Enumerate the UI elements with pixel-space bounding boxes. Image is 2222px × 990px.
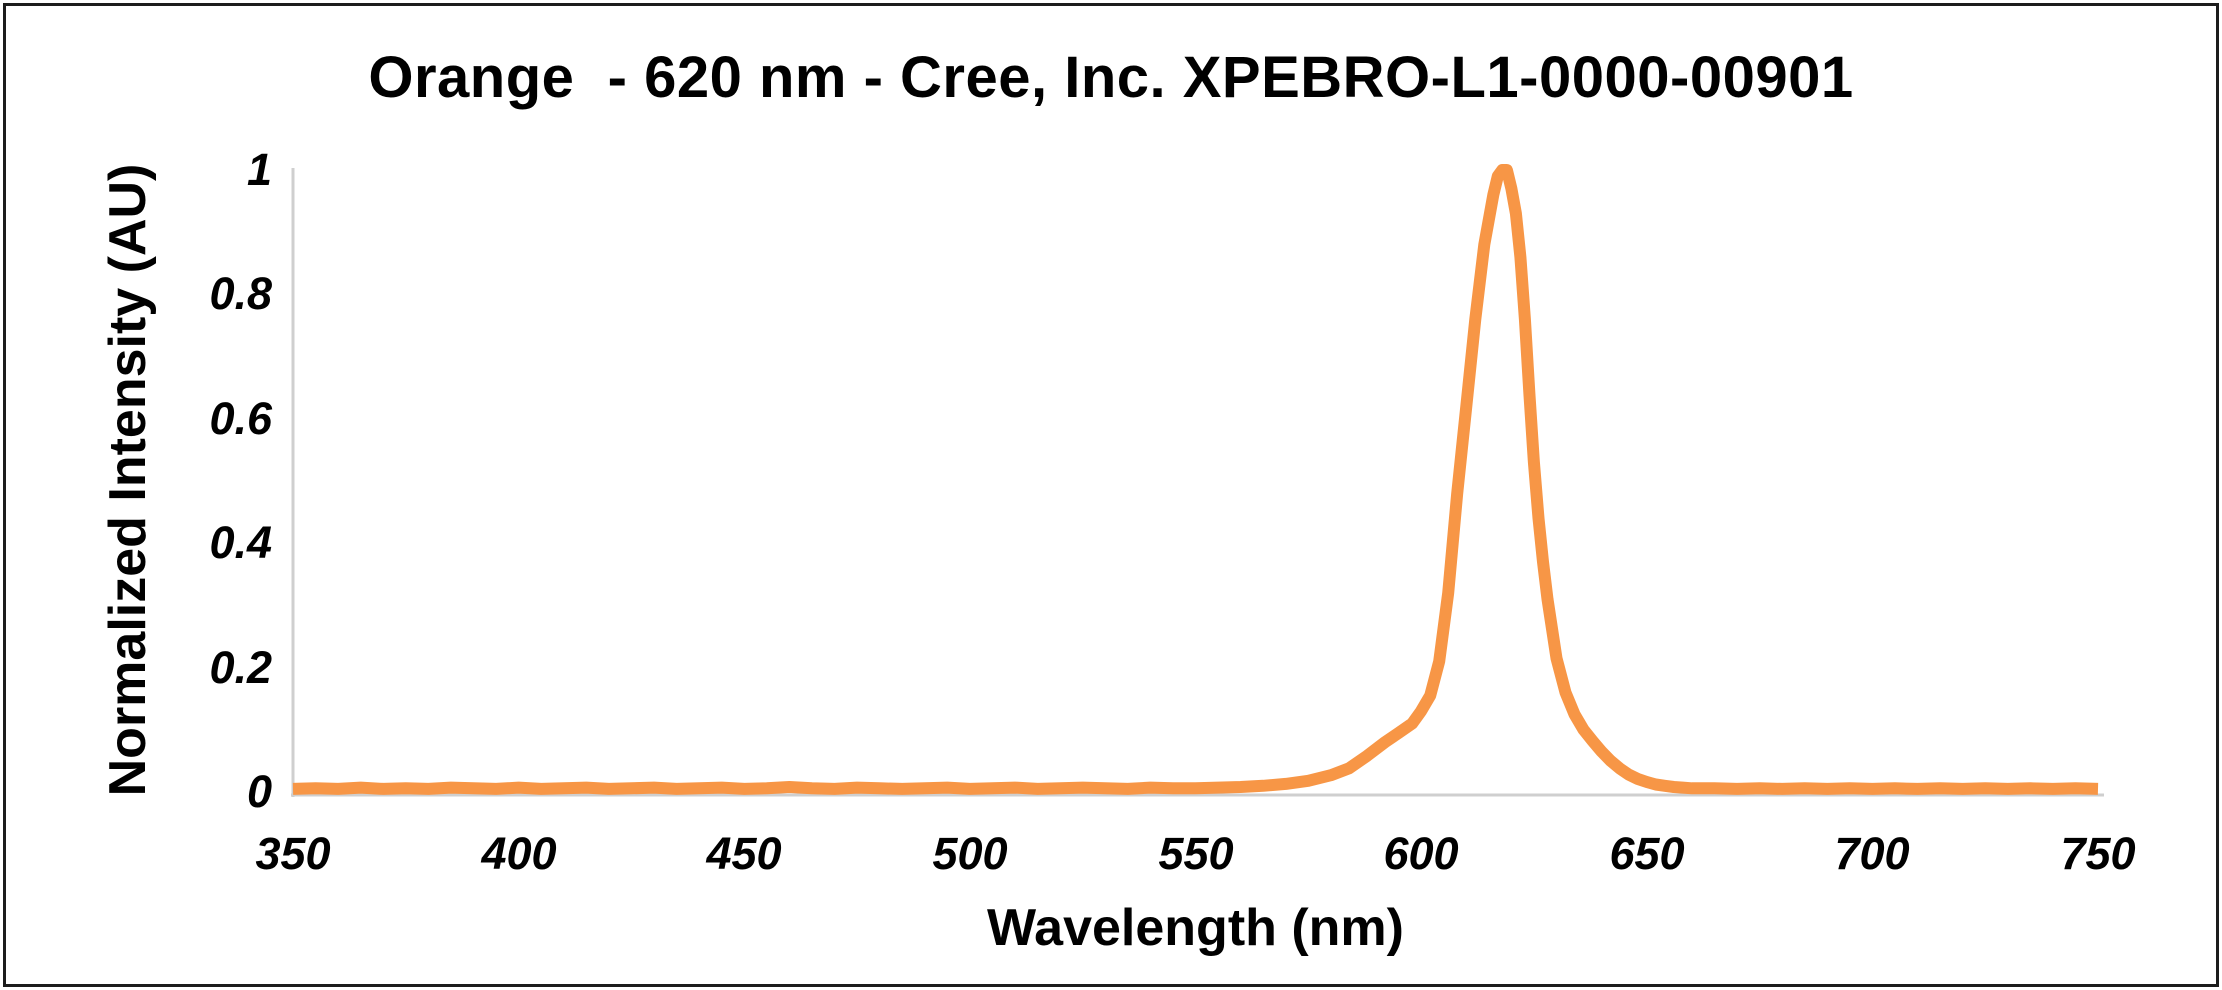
y-tick-label: 0.8 xyxy=(209,268,272,319)
x-tick-label: 500 xyxy=(932,828,1008,879)
x-tick-label: 550 xyxy=(1158,828,1234,879)
y-tick-label: 0 xyxy=(246,766,272,817)
y-axis-title: Normalized Intensity (AU) xyxy=(99,163,157,797)
y-tick-label: 1 xyxy=(246,144,272,195)
y-tick-label: 0.4 xyxy=(209,517,272,568)
chart-title: Orange - 620 nm - Cree, Inc. XPEBRO-L1-0… xyxy=(368,45,1854,110)
x-tick-label: 650 xyxy=(1609,828,1685,879)
spectrum-line xyxy=(292,164,2099,795)
y-tick-label: 0.2 xyxy=(209,642,272,693)
x-tick-label: 600 xyxy=(1383,828,1459,879)
x-tick-label: 450 xyxy=(706,828,782,879)
x-axis-title: Wavelength (nm) xyxy=(987,899,1404,957)
x-tick-label: 400 xyxy=(481,828,557,879)
x-tick-label: 700 xyxy=(1834,828,1910,879)
x-tick-label: 750 xyxy=(2060,828,2136,879)
x-tick-label: 350 xyxy=(255,828,331,879)
y-tick-label: 0.6 xyxy=(209,393,272,444)
